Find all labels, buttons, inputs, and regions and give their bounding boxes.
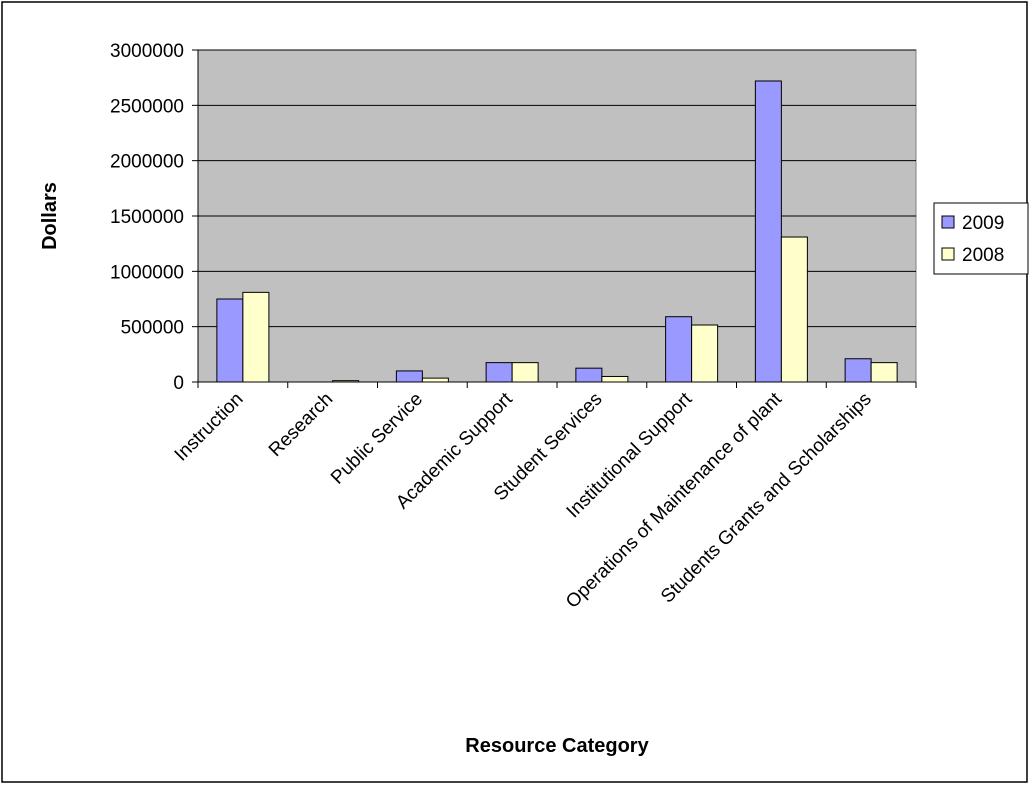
bar-2008-7 [870,362,898,383]
y-tick-label: 0 [173,373,184,394]
legend-swatch-2009 [941,215,955,229]
bar-2008-5 [691,324,719,383]
bar-2009-0 [216,298,244,383]
legend-label-2009: 2009 [962,213,1004,234]
legend-swatch-2008 [941,247,955,261]
bar-2008-3 [511,362,539,383]
y-tick-label: 1000000 [110,262,184,283]
axes [192,49,917,388]
y-tick-label: 1500000 [110,207,184,228]
y-tick-label: 2000000 [110,152,184,173]
legend-label-2008: 2008 [962,245,1004,266]
legend-box [933,202,1029,275]
bar-2008-4 [601,375,629,383]
y-axis-title: Dollars [39,182,61,250]
bar-2009-4 [575,367,603,383]
legend: 2009 2008 [933,202,1029,275]
y-tick-label: 500000 [121,318,184,339]
bar-2009-6 [754,80,782,383]
bars [216,80,898,383]
bar-2009-7 [844,358,872,383]
bar-2008-2 [421,377,449,383]
bar-2008-0 [242,291,270,383]
gridlines [198,49,916,328]
y-tick-label: 2500000 [110,96,184,117]
bar-2008-6 [780,236,808,383]
bar-2009-3 [485,362,513,383]
y-tick-labels: 0 500000 1000000 1500000 2000000 2500000 30000… [110,41,184,394]
bar-2009-5 [665,316,693,383]
x-axis-title: Resource Category [465,735,649,757]
bar-2009-2 [395,370,423,383]
y-tick-label: 3000000 [110,41,184,62]
